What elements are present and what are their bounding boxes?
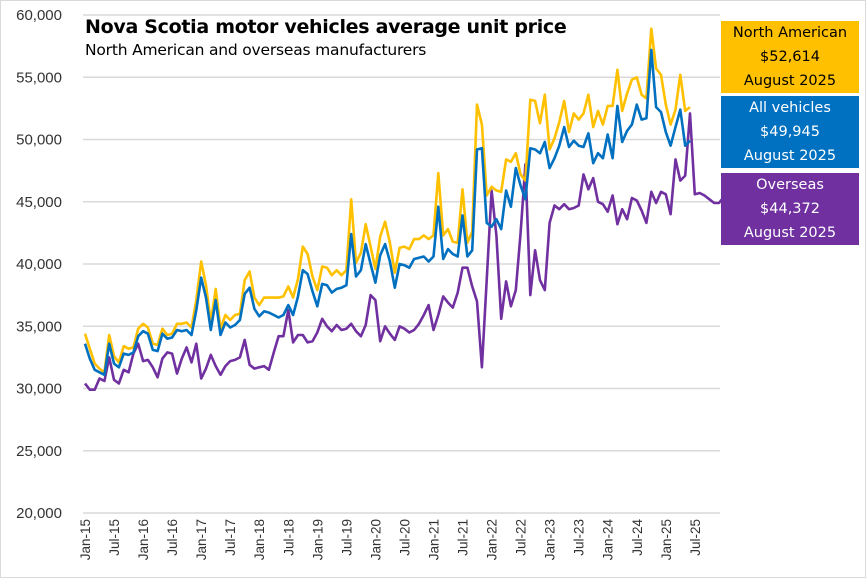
y-tick-label: 30,000 (16, 381, 62, 398)
x-axis-ticks: Jan-15 Jul-15 Jan-16 Jul-16 Jan-17 Jul-17 Jan-… (78, 519, 703, 561)
x-tick-label: Jul-20 (397, 519, 412, 556)
x-tick-label: Jan-24 (601, 519, 616, 561)
x-tick-label: Jan-20 (368, 519, 383, 560)
x-tick-label: Jul-16 (165, 519, 180, 556)
series-lines (83, 27, 735, 392)
y-tick-label: 40,000 (16, 256, 62, 273)
x-tick-label: Jan-19 (310, 519, 325, 560)
y-axis-ticks: 20,000 25,000 30,000 35,000 40,000 45,000 50,0… (16, 7, 62, 522)
x-tick-label: Jan-23 (543, 519, 558, 560)
x-tick-label: Jul-19 (339, 519, 354, 556)
x-tick-label: Jan-25 (659, 519, 674, 560)
legend-label: Overseas (756, 177, 824, 193)
x-tick-label: Jul-22 (514, 519, 529, 556)
x-tick-label: Jul-15 (107, 519, 122, 556)
y-tick-label: 45,000 (16, 194, 62, 211)
y-tick-label: 35,000 (16, 318, 62, 335)
legend-label: All vehicles (749, 100, 831, 116)
y-tick-label: 20,000 (16, 505, 62, 522)
legend-date: August 2025 (743, 148, 837, 164)
series-line-all-vehicles (83, 48, 691, 377)
legend-value: $44,372 (760, 201, 820, 217)
legend-label: North American (732, 25, 848, 41)
x-tick-label: Jan-16 (136, 519, 151, 560)
x-tick-label: Jan-18 (252, 519, 267, 560)
legend-value: $52,614 (760, 49, 820, 65)
legend-box-north-american: North American $52,614 August 2025 (721, 21, 859, 93)
chart-title: Nova Scotia motor vehicles average unit … (85, 16, 567, 38)
legend-value: $49,945 (760, 124, 820, 140)
y-tick-label: 55,000 (16, 69, 62, 86)
legend-box-overseas: Overseas $44,372 August 2025 (721, 173, 859, 245)
x-tick-label: Jul-21 (456, 519, 471, 556)
x-tick-label: Jan-15 (78, 519, 93, 560)
x-tick-label: Jan-17 (194, 519, 209, 560)
x-tick-label: Jan-22 (485, 519, 500, 560)
x-tick-label: Jul-25 (688, 519, 703, 556)
legend-box-all-vehicles: All vehicles $49,945 August 2025 (721, 96, 859, 168)
series-line-north-american (83, 27, 691, 374)
x-tick-label: Jan-21 (426, 519, 441, 560)
legend-date: August 2025 (743, 225, 837, 241)
y-tick-label: 60,000 (16, 7, 62, 24)
x-tick-label: Jul-17 (223, 519, 238, 556)
x-tick-label: Jul-18 (281, 519, 296, 556)
y-tick-label: 50,000 (16, 132, 62, 149)
x-tick-label: Jul-24 (630, 519, 645, 556)
chart-subtitle: North American and overseas manufacturer… (85, 41, 427, 59)
x-tick-label: Jul-23 (572, 519, 587, 556)
legend-date: August 2025 (743, 73, 837, 89)
y-tick-label: 25,000 (16, 443, 62, 460)
series-line-overseas (83, 112, 735, 392)
